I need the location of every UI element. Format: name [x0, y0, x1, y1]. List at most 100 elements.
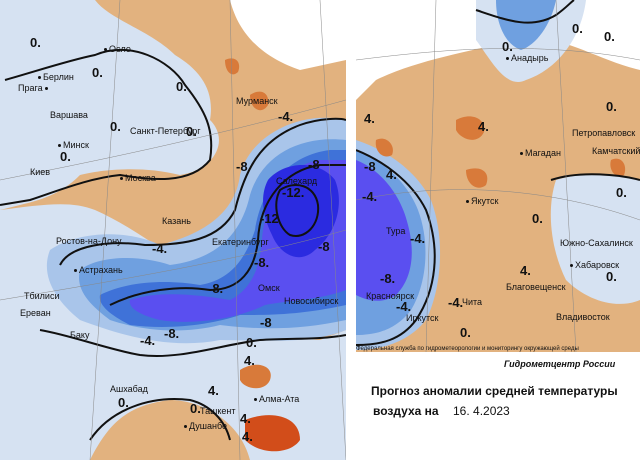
city-label: Берлин — [38, 72, 74, 82]
city-dot — [184, 425, 187, 429]
city-label: Владивосток — [556, 312, 610, 322]
city-name: Новосибирск — [284, 296, 339, 306]
city-name: Осло — [109, 44, 131, 54]
isoline-minus12 — [275, 184, 320, 237]
isoline-east-1 — [475, 0, 575, 24]
city-label: Санкт-Петербург — [130, 126, 201, 136]
credit-text: Федеральная служба по гидрометеорологии … — [356, 346, 579, 352]
warm-patch-south — [240, 364, 271, 389]
isoline-label: -8. — [208, 281, 224, 296]
city-name: Хабаровск — [575, 260, 620, 270]
isoline-minus4 — [59, 117, 347, 266]
neutral-area-scandinavia — [0, 0, 219, 210]
city-label: Киев — [30, 167, 50, 177]
hot-patch-southeast — [245, 415, 300, 452]
city-dot — [58, 144, 61, 148]
city-name: Иркутск — [406, 313, 439, 323]
isoline-label: 0. — [30, 35, 41, 50]
city-name: Чита — [462, 297, 483, 307]
isoline-label: -8 — [308, 157, 320, 172]
city-label: Тбилиси — [24, 291, 60, 301]
city-dot — [120, 177, 123, 181]
city-label: Ереван — [20, 308, 51, 318]
city-label: Ташкент — [200, 406, 235, 416]
isoline-label: 4. — [208, 383, 219, 398]
city-name: Мурманск — [236, 96, 278, 106]
city-name: Астрахань — [79, 265, 123, 275]
city-dot — [254, 398, 257, 402]
city-dot — [506, 57, 509, 61]
city-name: Анадырь — [511, 53, 549, 63]
isoline-minus8 — [109, 164, 346, 306]
city-name: Берлин — [43, 72, 74, 82]
isoline-label: 0. — [118, 395, 129, 410]
city-name: Магадан — [525, 148, 561, 158]
isoline-east-2 — [355, 149, 436, 346]
warm-patch-4 — [610, 158, 626, 177]
caption-date: 16. 4.2023 — [453, 404, 510, 418]
isoline-label: 4. — [364, 111, 375, 126]
isoline-label: -4. — [152, 241, 168, 256]
city-label: Алма-Ата — [254, 394, 299, 404]
city-name: Якутск — [471, 196, 499, 206]
isoline-label: 0. — [616, 185, 627, 200]
city-label: Мурманск — [236, 96, 278, 106]
isoline-zero-south — [39, 329, 347, 357]
caption-line1: Прогноз аномалии средней температуры — [371, 384, 618, 398]
city-label: Иркутск — [406, 313, 438, 323]
isoline-label: 0. — [190, 401, 201, 416]
city-name: Петропавловск — [572, 128, 636, 138]
graticule — [0, 0, 347, 461]
isoline-label: -12. — [282, 185, 305, 200]
city-label: Якутск — [466, 196, 499, 206]
isoline-label: -12 — [260, 211, 279, 226]
warm-patch-north — [225, 58, 240, 75]
caption-line2-prefix: воздуха на — [373, 404, 439, 418]
warm-patch-1 — [456, 116, 485, 140]
left-map-panel[interactable]: Осло Берлин Прага Варшава Минск Санкт-Пе… — [0, 0, 347, 461]
warm-patch-3 — [466, 168, 488, 188]
isoline-label: 0. — [502, 39, 513, 54]
city-dot — [104, 48, 107, 52]
city-label: Камчатский — [592, 146, 640, 156]
city-name: Красноярск — [366, 291, 415, 301]
city-label: Ростов-на-Дону — [56, 236, 122, 246]
city-label: Душанбе — [184, 421, 227, 431]
city-name: Киев — [30, 167, 51, 177]
caption-panel — [346, 352, 640, 460]
isoline-label: 0. — [606, 99, 617, 114]
isoline-label: -8. — [380, 271, 396, 286]
city-name: Душанбе — [189, 421, 228, 431]
city-name: Минск — [63, 140, 89, 150]
city-label: Прага — [18, 83, 50, 93]
isoline-label: 0. — [246, 335, 257, 350]
city-label: Петропавловск — [572, 128, 635, 138]
city-name: Ташкент — [200, 406, 236, 416]
city-dot — [44, 87, 48, 91]
cool-area-north — [496, 0, 556, 50]
isoline-label: -4. — [362, 189, 378, 204]
city-dot — [570, 264, 573, 268]
city-label: Ашхабад — [110, 384, 148, 394]
isoline-zero-north — [0, 48, 213, 206]
city-label: Баку — [70, 330, 89, 340]
isoline-label: 0. — [572, 21, 583, 36]
city-label: Екатеринбург — [212, 237, 269, 247]
city-label: Южно-Сахалинск — [560, 238, 633, 248]
isoline-label: 4. — [240, 411, 251, 426]
city-name: Благовещенск — [506, 282, 566, 292]
city-name: Ростов-на-Дону — [56, 236, 122, 246]
isoline-label: -8 — [318, 239, 330, 254]
isoline-label: 4. — [520, 263, 531, 278]
isoline-label: -8 — [236, 159, 248, 174]
isoline-label: -8. — [164, 326, 180, 341]
city-label: Анадырь — [506, 53, 548, 63]
city-name: Омск — [258, 283, 280, 293]
isoline-label: -8. — [254, 255, 270, 270]
isoline-label: -4. — [278, 109, 294, 124]
city-name: Салехард — [276, 176, 318, 186]
isoline-label: 4. — [242, 429, 253, 444]
city-name: Санкт-Петербург — [130, 126, 201, 136]
left-anomaly-map — [0, 0, 347, 461]
city-name: Баку — [70, 330, 90, 340]
